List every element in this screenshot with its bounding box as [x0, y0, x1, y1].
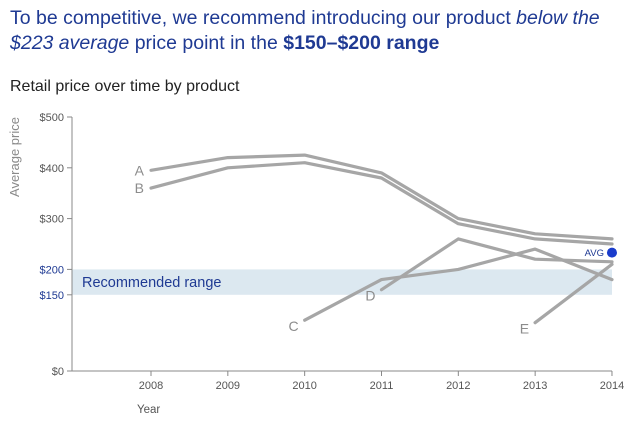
y-tick-label: $500: [40, 112, 64, 124]
y-axis-title: Average price: [7, 117, 22, 197]
y-tick-label: $200: [40, 264, 64, 276]
x-tick-label: 2009: [216, 380, 240, 392]
series-label-e: E: [520, 321, 529, 337]
headline: To be competitive, we recommend introduc…: [10, 6, 630, 56]
y-tick-label: $300: [40, 214, 64, 226]
x-tick-label: 2008: [139, 380, 163, 392]
x-tick-label: 2011: [370, 380, 394, 392]
y-tick-label: $400: [40, 163, 64, 175]
x-axis-title: Year: [137, 404, 160, 416]
x-tick-label: 2012: [446, 380, 470, 392]
series-label-d: D: [365, 288, 375, 304]
x-tick-label: 2014: [600, 380, 624, 392]
y-tick-label: $150: [40, 290, 64, 302]
x-tick-label: 2010: [292, 380, 316, 392]
average-label: AVG: [585, 248, 604, 259]
series-line-a: [149, 153, 614, 241]
recommended-range-band: [72, 269, 612, 295]
x-tick-label: 2013: [523, 380, 547, 392]
series-layer: [149, 153, 614, 325]
chart-title: Retail price over time by product: [10, 78, 240, 95]
series-label-c: C: [289, 318, 299, 334]
headline-part-2: below the $223 average: [10, 7, 600, 54]
recommended-range-label: Recommended range: [82, 275, 221, 291]
y-tick-label: $0: [52, 366, 64, 378]
recommended-range-layer: Recommended range: [72, 269, 612, 295]
series-line-d: [379, 237, 614, 292]
average-dot: [606, 247, 617, 258]
headline-part-3: price point in the: [129, 32, 284, 54]
series-label-a: A: [135, 162, 145, 178]
axis-layer: $0 $150 $200 $300 $400 $500 2008 2009 2010 2011 20…: [7, 112, 624, 416]
headline-part-4: $150–$200 range: [283, 32, 440, 54]
series-line-b: [149, 161, 614, 246]
label-layer: AB C D E AVG: [135, 162, 617, 337]
series-line-e: [533, 262, 614, 325]
headline-part-1: To be competitive, we recommend introduc…: [10, 7, 517, 29]
series-label-b: B: [135, 180, 144, 196]
